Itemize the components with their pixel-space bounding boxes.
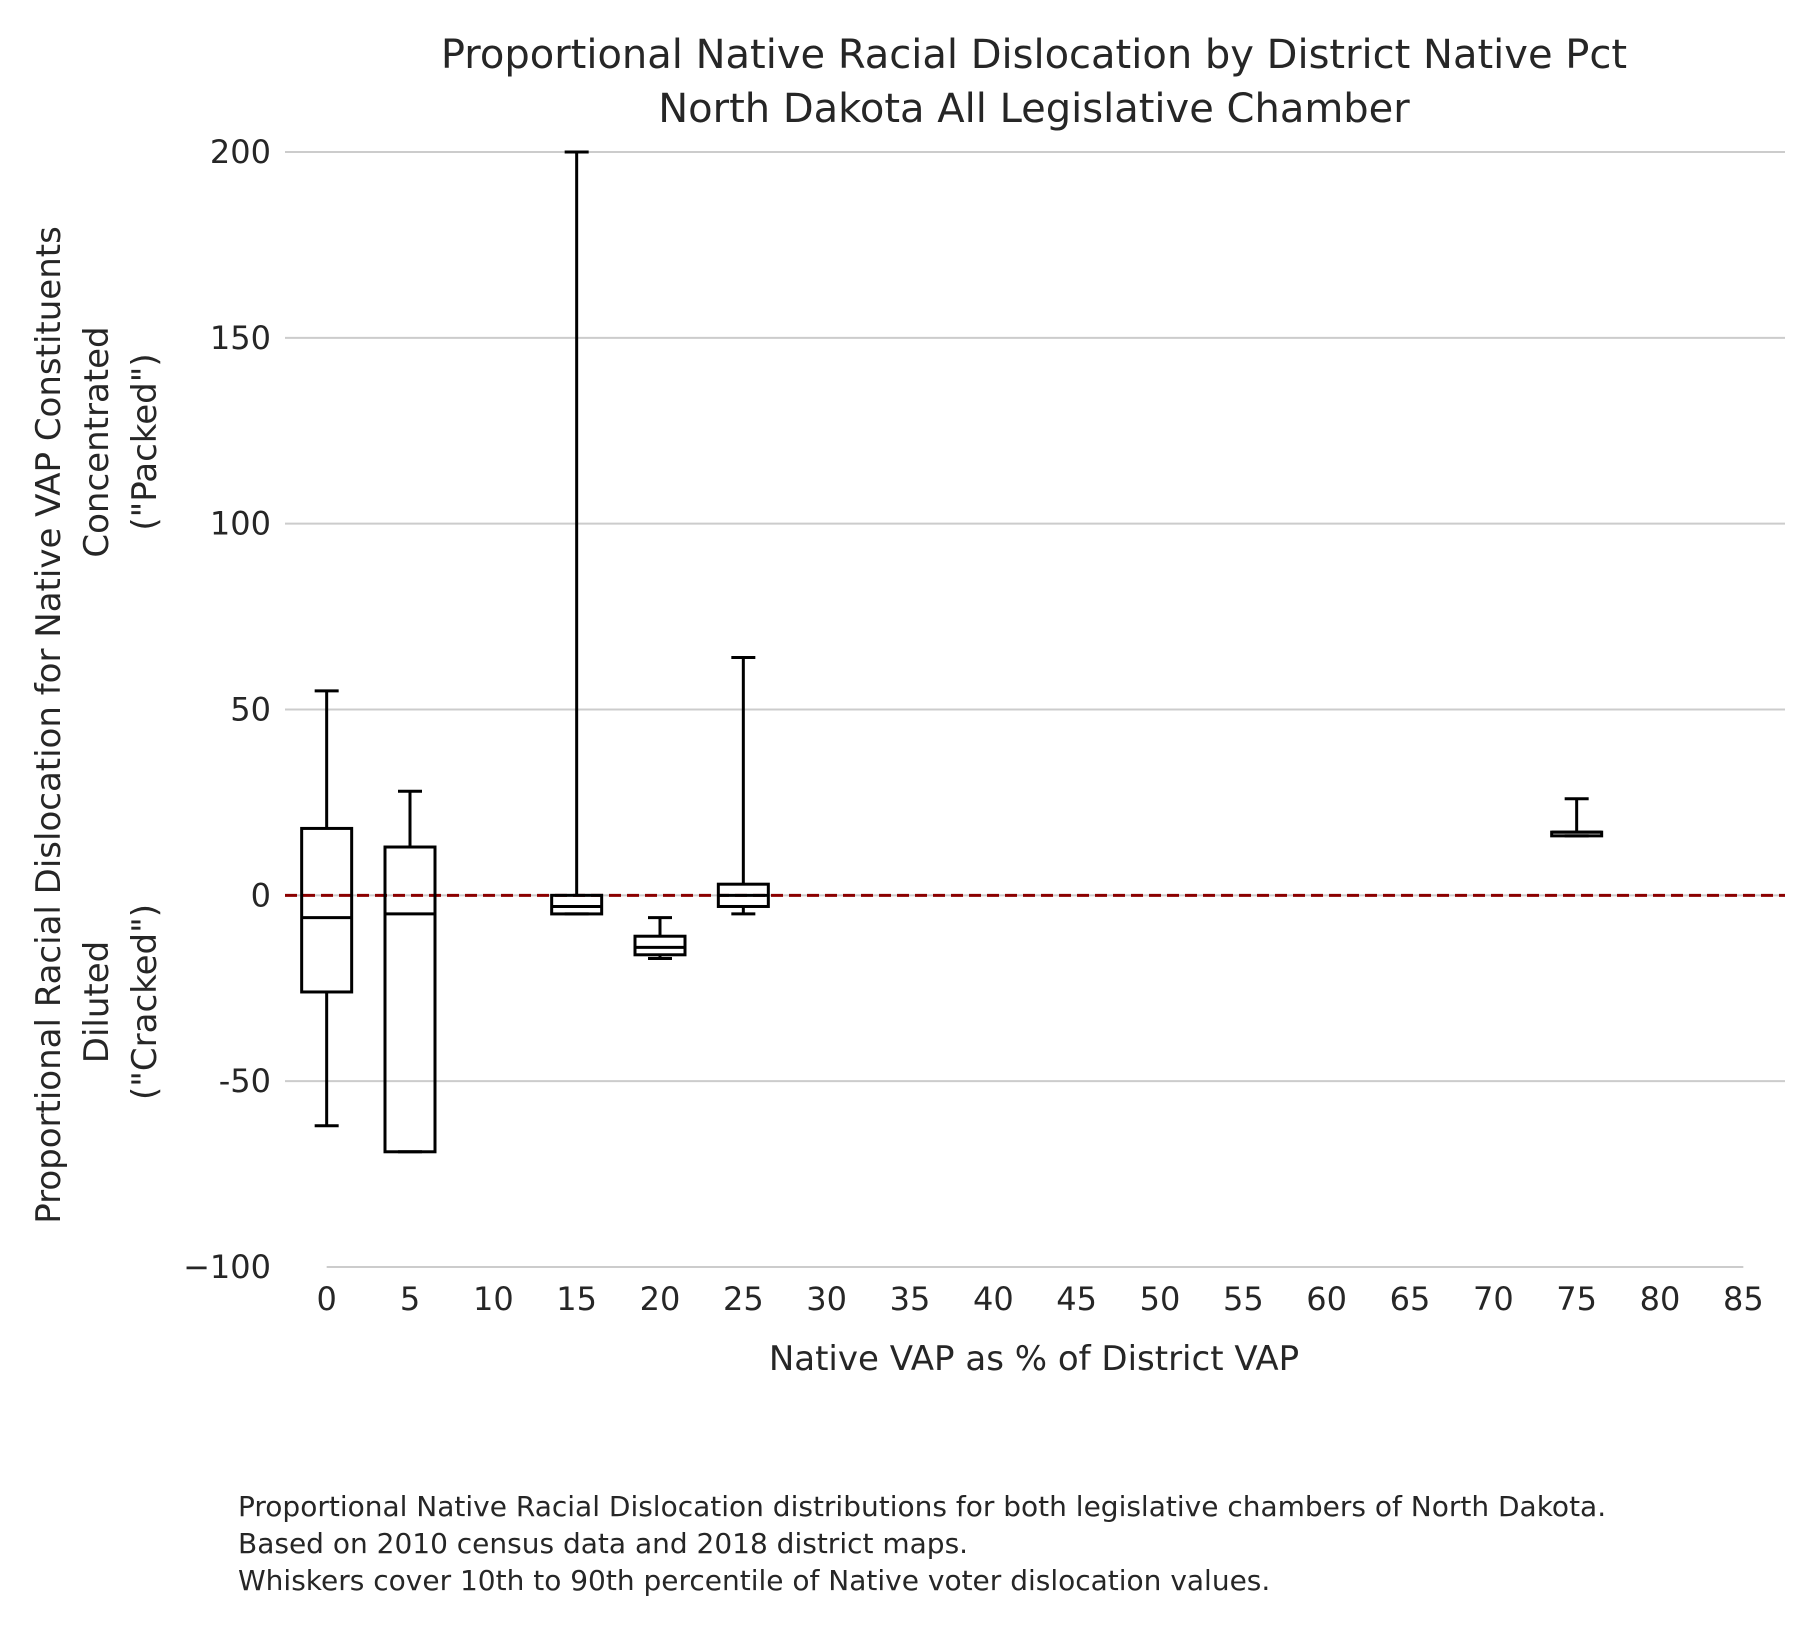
x-tick-label: 35 <box>890 1280 931 1318</box>
y-axis-label-line-3: ("Packed") <box>125 353 165 530</box>
x-tick-label: 80 <box>1640 1280 1681 1318</box>
x-tick-label: 70 <box>1473 1280 1514 1318</box>
y-axis-label: Proportional Racial Dislocation for Nati… <box>29 226 69 1224</box>
x-tick-label: 75 <box>1556 1280 1597 1318</box>
figure-caption: Proportional Native Racial Dislocation d… <box>238 1488 1606 1599</box>
y-axis-label-cracked-paren: ("Cracked") <box>125 904 165 1100</box>
x-tick-label: 10 <box>473 1280 514 1318</box>
chart-subtitle: North Dakota All Legislative Chamber <box>658 86 1410 132</box>
box-series <box>300 150 1604 1154</box>
caption-line-3: Whiskers cover 10th to 90th percentile o… <box>238 1564 1271 1597</box>
chart-title: Proportional Native Racial Dislocation b… <box>441 32 1627 78</box>
y-tick-labels: 200 150 100 50 0 -50 −100 <box>183 133 271 1286</box>
x-tick-label: 15 <box>556 1280 597 1318</box>
box-iqr <box>383 845 437 1154</box>
y-tick-label: 0 <box>251 876 271 914</box>
x-tick-label: 0 <box>316 1280 336 1318</box>
box-20 <box>633 916 687 961</box>
y-tick-label: 200 <box>210 133 271 171</box>
x-tick-label: 60 <box>1306 1280 1347 1318</box>
x-tick-labels: 0 5 10 15 20 25 30 35 40 45 50 55 60 65 70 75 80 85 <box>316 1280 1763 1318</box>
x-tick-label: 85 <box>1723 1280 1764 1318</box>
y-axis-label-line-5: ("Cracked") <box>125 904 165 1100</box>
x-tick-label: 20 <box>640 1280 681 1318</box>
box-iqr <box>633 934 687 957</box>
y-axis-label-cracked: Diluted <box>77 941 117 1063</box>
box-0 <box>300 689 354 1128</box>
y-tick-label: −100 <box>183 1248 271 1286</box>
y-axis-label-line-1: Proportional Racial Dislocation for Nati… <box>29 226 69 1224</box>
y-tick-label: 150 <box>210 319 271 357</box>
y-tick-label: 50 <box>230 691 271 729</box>
box-iqr <box>300 826 354 994</box>
box-75 <box>1550 797 1604 838</box>
x-tick-label: 40 <box>973 1280 1014 1318</box>
y-axis-label-packed-paren: ("Packed") <box>125 353 165 530</box>
caption-line-1: Proportional Native Racial Dislocation d… <box>238 1490 1607 1523</box>
box-15 <box>550 150 604 916</box>
y-axis-label-line-4: Diluted <box>77 941 117 1063</box>
caption-line-2: Based on 2010 census data and 2018 distr… <box>238 1527 969 1560</box>
x-tick-label: 45 <box>1056 1280 1097 1318</box>
x-tick-label: 30 <box>806 1280 847 1318</box>
x-tick-label: 65 <box>1390 1280 1431 1318</box>
x-tick-label: 25 <box>723 1280 764 1318</box>
y-gridlines <box>285 151 1785 1083</box>
x-tick-label: 50 <box>1140 1280 1181 1318</box>
y-axis-label-packed: Concentrated <box>77 326 117 557</box>
y-tick-label: 100 <box>210 505 271 543</box>
y-tick-label: -50 <box>219 1062 271 1100</box>
box-25 <box>716 655 770 916</box>
y-axis-label-line-2: Concentrated <box>77 326 117 557</box>
box-iqr <box>550 893 604 916</box>
box-5 <box>383 789 437 1154</box>
box-plot-chart: Proportional Native Racial Dislocation b… <box>29 32 1785 1379</box>
x-axis-label: Native VAP as % of District VAP <box>769 1339 1299 1379</box>
x-tick-label: 55 <box>1223 1280 1264 1318</box>
x-tick-label: 5 <box>400 1280 420 1318</box>
